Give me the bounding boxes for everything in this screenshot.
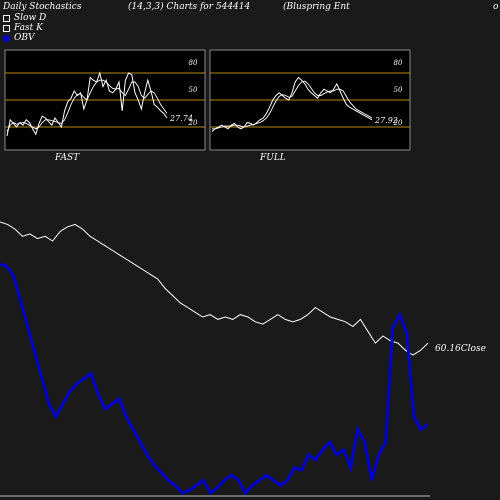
fast-ytick-50: 50 <box>189 86 198 94</box>
header-chart-for: (14,3,3) Charts for 544414 <box>128 2 251 12</box>
full-ytick-50: 50 <box>394 86 403 94</box>
full-line-slow-d <box>212 80 373 130</box>
legend-swatch-slow-d <box>3 14 10 22</box>
close-last-value-label: 60.16Close <box>435 344 486 354</box>
full-line-fast-k <box>211 76 373 132</box>
legend-item-slow-d: Slow D <box>3 13 46 23</box>
header-title: Daily Stochastics <box>3 2 82 12</box>
full-last-value-label: 27.92 <box>374 116 398 125</box>
legend-label-fast-k: Fast K <box>14 23 43 33</box>
fast-ytick-80: 80 <box>189 59 198 67</box>
fast-last-value-label: 27.74 <box>169 114 193 123</box>
obv-line <box>0 262 429 496</box>
full-panel-title: FULL <box>260 153 286 163</box>
header-company: (Bluspring Ent <box>283 2 350 12</box>
legend: Slow D Fast K OBV <box>3 13 46 43</box>
close-price-line <box>0 221 429 356</box>
fast-panel-title: FAST <box>55 153 80 163</box>
legend-label-obv: OBV <box>14 33 35 43</box>
header-edge-text: o <box>493 2 499 12</box>
full-ytick-20: 20 <box>393 119 403 127</box>
legend-swatch-fast-k <box>3 24 10 32</box>
legend-item-fast-k: Fast K <box>3 23 46 33</box>
legend-item-obv: OBV <box>3 33 46 43</box>
legend-swatch-obv <box>3 34 10 42</box>
legend-label-slow-d: Slow D <box>14 13 47 23</box>
fast-ytick-20: 20 <box>188 119 198 127</box>
fast-line-slow-d <box>6 79 168 132</box>
full-ytick-80: 80 <box>394 59 403 67</box>
